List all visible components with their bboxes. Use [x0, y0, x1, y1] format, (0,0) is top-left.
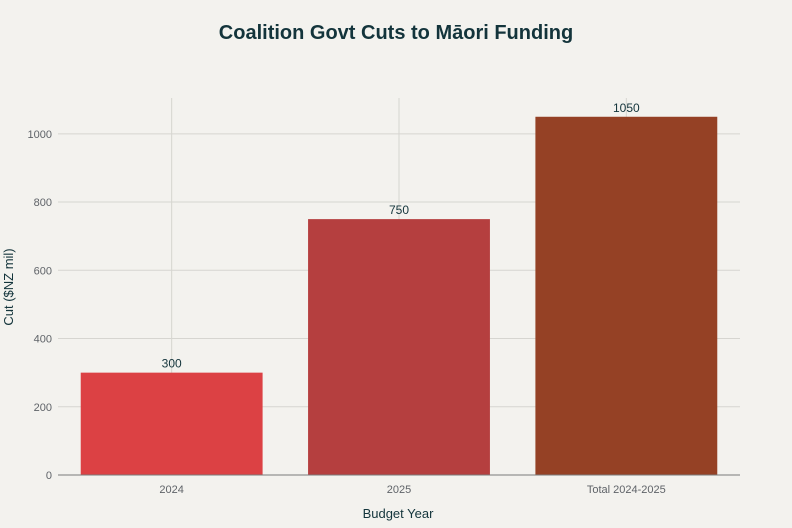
data-label: 750 [389, 203, 409, 217]
x-tick-label: Total 2024-2025 [587, 484, 666, 496]
x-axis-title: Budget Year [363, 506, 435, 521]
y-tick-label: 800 [34, 197, 52, 209]
bars [80, 116, 718, 475]
x-tick-label: 2025 [387, 484, 411, 496]
y-tick-label: 200 [34, 402, 52, 414]
x-tick-label: 2024 [159, 484, 183, 496]
bar [80, 372, 263, 475]
bar [308, 219, 490, 475]
data-label: 1050 [613, 101, 640, 115]
y-axis-title: Cut ($NZ mil) [1, 248, 16, 325]
y-tick-label: 1000 [28, 129, 52, 141]
data-label: 300 [162, 357, 182, 371]
x-axis-ticks: 2024 2025 Total 2024-2025 [159, 484, 665, 496]
y-tick-label: 600 [34, 265, 52, 277]
data-labels: 300 750 1050 [162, 101, 640, 371]
y-tick-label: 0 [46, 470, 52, 482]
y-axis-ticks: 0 200 400 600 800 1000 [28, 129, 52, 482]
chart-title: Coalition Govt Cuts to Māori Funding [219, 22, 573, 44]
y-tick-label: 400 [34, 334, 52, 346]
bar [535, 116, 718, 475]
